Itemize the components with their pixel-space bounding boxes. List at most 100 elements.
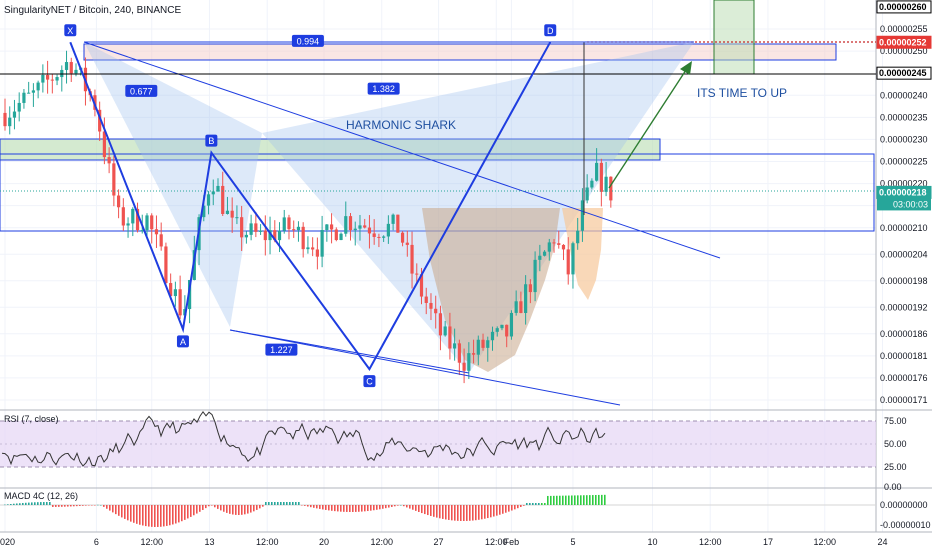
macd-bar [424,505,426,515]
macd-bar [466,505,468,521]
candle-body [547,242,551,252]
harmonic-pattern-legs[interactable] [69,41,552,371]
candle-body [50,79,54,81]
countdown-badge [877,198,931,211]
pattern-point-c[interactable] [363,375,376,388]
macd-bar [238,505,240,515]
ratio-label-bg[interactable] [125,84,158,97]
pattern-point-b[interactable] [205,134,218,147]
candle-body [126,223,130,226]
macd-bar [136,505,138,524]
macd-bar [289,502,291,505]
price-tick-label: 0.00000210 [880,223,928,233]
macd-title[interactable]: MACD 4C (12, 26) [4,491,78,501]
macd-bar [184,505,186,520]
ratio-label-bg[interactable] [291,34,324,47]
macd-bar [25,502,27,505]
macd-bar [103,505,105,507]
price-badge-resistance [876,66,932,80]
candle-body [424,296,428,303]
candle-body [173,289,177,297]
macd-bar [484,505,486,519]
candle-body [434,308,438,314]
candle-body [353,228,357,231]
macd-bar [124,505,126,519]
price-axis[interactable]: 0.00000255 0.00000250 0.00000240 0.00000235… [880,24,928,405]
ratio-labels: 0.994 0.677 1.382 1.227 [125,34,400,356]
ratio-label-bg[interactable] [265,343,298,356]
pattern-point-d[interactable] [544,24,557,37]
macd-bar [409,505,411,509]
macd-bar [214,505,216,508]
candle-body [334,229,338,241]
time-tick-label: 5 [570,537,575,547]
macd-bar [175,505,177,524]
macd-bar [22,502,24,505]
macd-bar [253,505,255,512]
macd-bar [595,495,597,505]
target-zone-box[interactable] [83,43,837,61]
candle-body [74,69,78,74]
macd-bar [544,503,546,505]
candle-body [22,92,26,103]
macd-bar [127,505,129,521]
price-tick-label: 0.00000230 [880,134,928,144]
candle-body [12,111,17,118]
macd-bar [109,505,111,511]
time-target-green-zone[interactable] [713,0,755,75]
price-tick-label: 0.00000171 [880,395,928,405]
time-tick-label: 17 [763,537,773,547]
pattern-point-text: B [208,136,214,146]
support-zone-green[interactable] [0,138,661,161]
candle-body [102,131,106,158]
candle-body [571,243,575,275]
candle-body [400,232,405,243]
macd-bar [418,505,420,512]
macd-bar [331,505,333,511]
macd-bar [382,505,384,509]
macd-bar [85,505,87,506]
candle-body [410,244,414,274]
pattern-name-label: HARMONIC SHARK [346,118,456,132]
time-tick-label: 12:00 [699,537,722,547]
macd-bar [511,505,513,511]
price-badge-top [876,0,932,14]
macd-bar [580,495,582,505]
pattern-point-x[interactable] [64,24,77,37]
macd-bar [388,505,390,508]
ratio-label-bg[interactable] [367,82,400,95]
candle-body [467,353,471,371]
macd-bar [445,505,447,520]
candle-body [405,242,409,245]
time-tick-label: 12:00 [370,537,393,547]
macd-bar [271,502,273,505]
symbol-title[interactable]: SingularityNET / Bitcoin, 240, BINANCE [4,5,181,16]
candle-body [240,217,244,238]
macd-bar [367,505,369,512]
ratio-label-text: 0.677 [130,86,153,96]
macd-bar [34,502,36,505]
macd-bar [391,505,393,507]
macd-bar [76,505,78,507]
macd-bar [244,505,246,515]
candle-body [509,312,514,337]
price-badge-last-label: 0.00000218 [879,187,927,197]
candle-body [235,217,239,219]
trendline-descending-upper[interactable] [83,41,721,259]
trendline-descending-lower[interactable] [229,329,621,406]
macd-bar [43,502,45,505]
macd-bar [547,495,549,505]
macd-bar [601,494,603,505]
rsi-title[interactable]: RSI (7, close) [4,414,59,424]
candle-body [273,230,277,241]
pattern-point-a[interactable] [176,335,189,348]
macd-bar [115,505,117,515]
time-axis[interactable]: 2020612:001312:002012:002712:00Feb51012:… [0,537,888,547]
macd-bar [163,505,165,527]
price-badges: 0.00000260 0.00000252 0.00000245 0.00000218… [876,0,932,211]
macd-bar [61,505,63,507]
macd-bar [328,505,330,511]
macd-bar [559,495,561,505]
macd-bar [58,505,60,507]
candle-body [505,324,509,337]
